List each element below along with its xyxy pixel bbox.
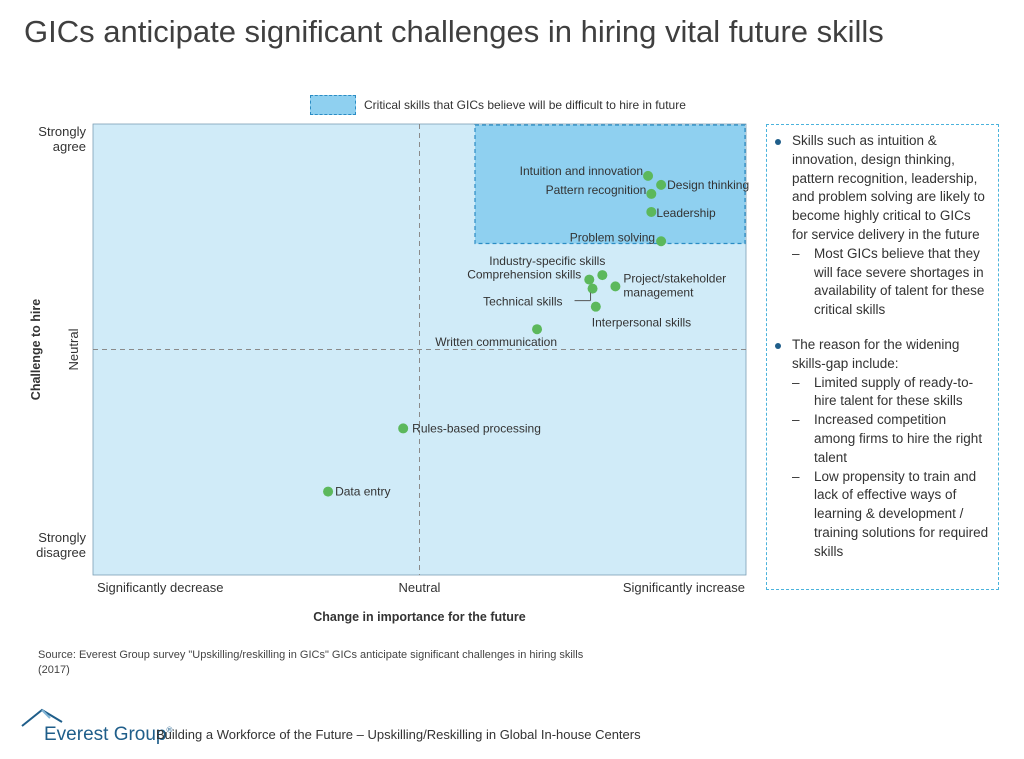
legend-swatch: [310, 95, 356, 115]
dash-icon: –: [792, 468, 800, 484]
note-subpoint: – Limited supply of ready-to-hire talent …: [792, 374, 974, 409]
data-point: [646, 188, 657, 199]
notes-panel: Skills such as intuition & innovation, d…: [766, 124, 999, 590]
bullet-icon: [775, 342, 781, 349]
point-label: Intuition and innovation: [520, 164, 643, 178]
y-tick-label: Neutral: [66, 328, 81, 370]
point-label: Technical skills: [483, 295, 562, 309]
data-point: [610, 281, 621, 292]
point-label: Written communication: [435, 335, 557, 349]
point-label: Design thinking: [667, 178, 749, 192]
x-tick-label: Neutral: [399, 580, 441, 595]
point-label: Rules-based processing: [412, 421, 541, 435]
bullet-icon: [775, 139, 781, 145]
data-point: [597, 270, 608, 281]
point-label: Data entry: [335, 485, 390, 499]
note-bullet: The reason for the widening skills-gap i…: [775, 336, 990, 562]
data-point: [646, 206, 657, 217]
data-point: [398, 423, 409, 434]
highlight-region: [474, 124, 746, 245]
source-note: Source: Everest Group survey "Upskilling…: [38, 649, 584, 676]
point-label: Pattern recognition: [546, 183, 647, 197]
y-axis-title: Challenge to hire: [29, 299, 43, 400]
note-bullet: Skills such as intuition & innovation, d…: [775, 132, 990, 320]
legend-label: Critical skills that GICs believe will b…: [364, 98, 686, 112]
x-tick-label: Significantly increase: [623, 580, 745, 595]
data-point: [587, 283, 598, 294]
point-label: Comprehension skills: [467, 268, 581, 282]
point-label: Problem solving: [570, 230, 655, 244]
dash-icon: –: [792, 245, 800, 261]
point-label: Project/stakeholder management: [623, 271, 726, 299]
page-title: GICs anticipate significant challenges i…: [24, 14, 884, 49]
point-label: Leadership: [656, 206, 716, 220]
footer-tagline: Building a Workforce of the Future – Ups…: [156, 727, 641, 742]
data-point: [656, 236, 667, 247]
dash-icon: –: [792, 374, 800, 390]
note-subpoint: – Most GICs believe that they will face s…: [792, 245, 985, 318]
x-axis-title: Change in importance for the future: [313, 610, 526, 624]
mountain-logo-icon: [21, 708, 63, 727]
data-point: [584, 274, 595, 285]
brand-name: Everest Group®: [44, 724, 173, 745]
scatter-chart: Intuition and innovation Design thinking P…: [29, 123, 749, 624]
data-point: [643, 170, 654, 181]
point-label: Interpersonal skills: [592, 316, 691, 330]
dash-icon: –: [792, 412, 800, 428]
point-label: Industry-specific skills: [489, 254, 605, 268]
x-tick-label: Significantly decrease: [97, 580, 223, 595]
note-text: The reason for the widening skills-gap i…: [792, 336, 960, 371]
y-tick-label: Strongly disagree: [36, 530, 86, 560]
chart-legend: Critical skills that GICs believe will b…: [310, 94, 686, 116]
y-tick-label: Strongly agree: [38, 124, 86, 154]
note-subpoint: – Low propensity to train and lack of eff…: [792, 468, 989, 559]
data-point: [532, 324, 543, 335]
data-point: [656, 179, 667, 190]
note-subpoint: – Increased competition among firms to hi…: [792, 412, 983, 465]
data-point: [590, 301, 601, 312]
footer: Everest Group® Building a Workforce of t…: [20, 708, 720, 748]
note-text: Skills such as intuition & innovation, d…: [792, 133, 985, 242]
data-point: [323, 486, 334, 497]
